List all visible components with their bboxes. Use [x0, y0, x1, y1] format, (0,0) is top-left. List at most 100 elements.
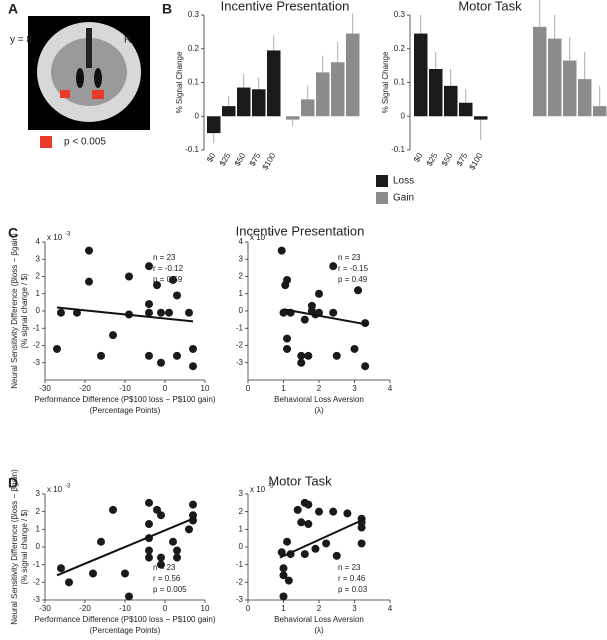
point	[157, 358, 165, 367]
x-tick-label: -30	[39, 384, 51, 393]
point	[85, 277, 93, 286]
point	[185, 525, 193, 534]
panel-label: C	[8, 225, 18, 241]
bar	[316, 72, 330, 117]
x-tick-label: 1	[281, 604, 286, 613]
point	[283, 275, 292, 284]
point	[315, 289, 323, 298]
point	[300, 550, 309, 559]
x-tick-label: 1	[281, 384, 286, 393]
point	[57, 564, 65, 573]
bar	[267, 50, 281, 117]
y-multiplier: x 10	[250, 233, 266, 242]
fit-line	[279, 517, 366, 559]
y-tick-label: 0.2	[188, 44, 200, 53]
point	[145, 308, 153, 317]
point	[125, 272, 133, 281]
y-tick-label: 0	[36, 306, 41, 315]
y-exponent: -3	[268, 232, 274, 238]
x-tick-label: $25	[425, 151, 440, 168]
point	[304, 500, 313, 509]
y-tick-label: -3	[33, 595, 41, 604]
y-tick-label: -3	[236, 358, 244, 367]
point	[283, 537, 292, 546]
y-axis-label: % Signal Change	[381, 51, 390, 113]
bar	[301, 99, 315, 117]
stat-label: n = 23	[338, 253, 361, 262]
y-tick-label: 1	[239, 524, 244, 533]
point	[304, 520, 313, 529]
point	[277, 548, 286, 557]
bar	[459, 102, 473, 117]
brain-matter	[51, 38, 127, 106]
legend-swatch	[376, 192, 388, 204]
stat-label: r = -0.15	[338, 264, 369, 273]
y-tick-label: -0.1	[185, 145, 199, 154]
y-tick-label: 2	[36, 507, 41, 516]
x-tick-label: -30	[39, 604, 51, 613]
fit-line	[56, 306, 194, 323]
y-tick-label: -3	[236, 595, 244, 604]
point	[85, 246, 93, 255]
point	[357, 523, 366, 532]
y-multiplier: x 10	[47, 233, 63, 242]
panel-label: A	[8, 1, 18, 17]
panel-label: D	[8, 475, 18, 491]
y-tick-label: 3	[36, 254, 41, 263]
point	[173, 351, 181, 360]
x-tick-label: 0	[246, 604, 251, 613]
point	[165, 308, 173, 317]
point	[189, 344, 197, 353]
y-axis-label: (% signal change / $)	[20, 273, 29, 348]
activation	[60, 90, 70, 98]
point	[329, 262, 338, 271]
y-multiplier: x 10	[250, 485, 266, 494]
y-tick-label: -2	[236, 577, 244, 586]
x-tick-label: -10	[119, 384, 131, 393]
y-axis-label: % Signal Change	[175, 51, 184, 113]
point	[145, 498, 153, 507]
fit-line	[283, 308, 369, 326]
x-tick-label: $75	[455, 151, 470, 168]
stat-label: n = 23	[153, 563, 176, 572]
point	[157, 308, 165, 317]
point	[173, 546, 181, 555]
row-title: Motor Task	[268, 473, 332, 488]
point	[293, 505, 302, 514]
x-tick-label: $50	[233, 151, 248, 168]
y-tick-label: 0	[239, 306, 244, 315]
point	[332, 351, 341, 360]
y-exponent: -3	[65, 484, 71, 490]
y-tick-label: 0.3	[394, 10, 406, 19]
bar	[548, 38, 562, 117]
x-tick-label: 10	[201, 604, 210, 613]
legend-label: Gain	[393, 193, 414, 204]
point	[329, 308, 338, 317]
point	[97, 537, 105, 546]
y-axis-label: (% signal change / $)	[20, 509, 29, 584]
point	[173, 291, 181, 300]
chart-title: Motor Task	[458, 0, 522, 13]
stat-label: r = -0.12	[153, 264, 184, 273]
y-tick-label: -1	[33, 560, 41, 569]
y-multiplier: x 10	[47, 485, 63, 494]
point	[350, 344, 359, 353]
point	[300, 315, 309, 324]
stat-label: n = 23	[153, 253, 176, 262]
y-tick-label: 2	[36, 272, 41, 281]
y-tick-label: 3	[239, 489, 244, 498]
x-tick-label: $0	[412, 151, 425, 164]
point	[89, 569, 97, 578]
point	[145, 300, 153, 309]
x-tick-label: $0	[205, 151, 218, 164]
activation	[92, 90, 104, 99]
y-axis-label: Neural Sensitivity Difference (βloss − β…	[10, 469, 19, 625]
x-tick-label: 0	[163, 384, 168, 393]
point	[145, 546, 153, 555]
point	[169, 275, 177, 284]
x-tick-label: $50	[440, 151, 455, 168]
ventricle	[76, 68, 84, 88]
y-tick-label: -2	[33, 341, 41, 350]
point	[97, 351, 105, 360]
y-tick-label: 0.1	[188, 78, 200, 87]
